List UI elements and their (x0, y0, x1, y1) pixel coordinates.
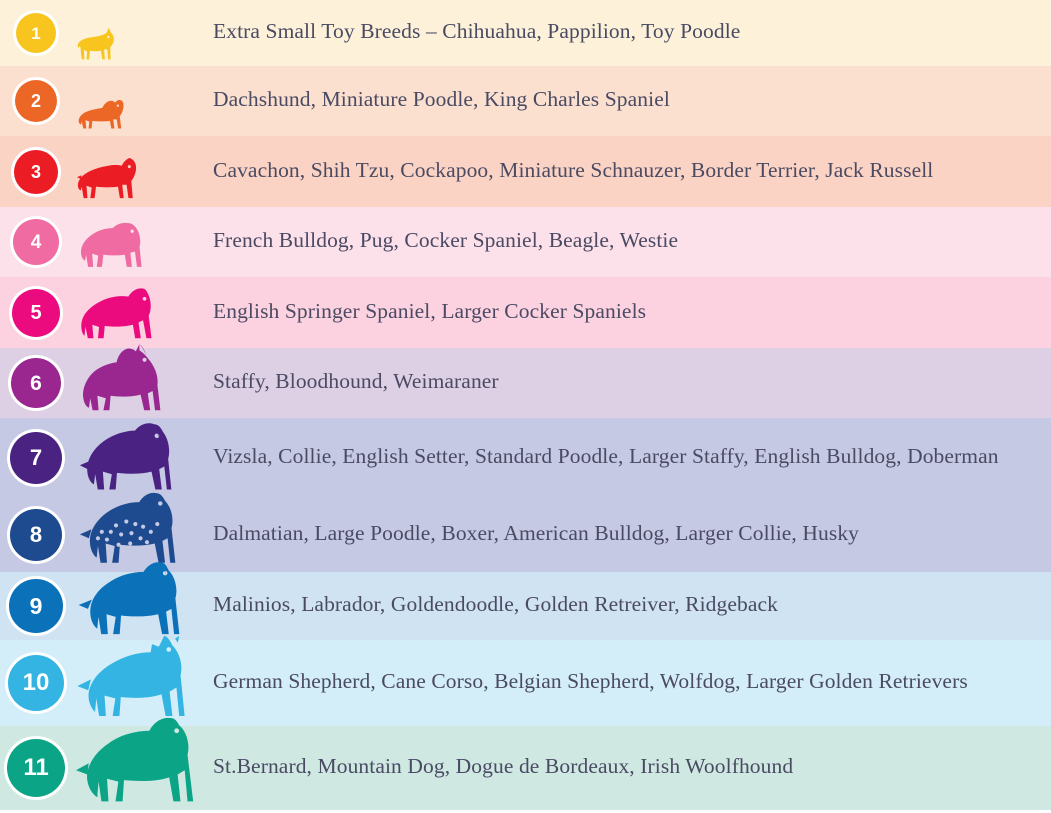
german-shepherd-silhouette (77, 635, 185, 717)
breed-list-label: Extra Small Toy Breeds – Chihuahua, Papp… (213, 19, 741, 43)
row-band (0, 348, 1051, 418)
saint-bernard-silhouette (76, 717, 194, 802)
rank-badge-number: 2 (15, 80, 57, 122)
size-row: 7 Vizsla, Collie, English Setter, Standar… (0, 418, 1051, 498)
dachshund-silhouette (78, 100, 124, 129)
rank-badge[interactable]: 11 (4, 736, 68, 800)
size-row: 11 St.Bernard, Mountain Dog, Dogue de Bor… (0, 717, 1051, 810)
breed-list-label: Vizsla, Collie, English Setter, Standard… (213, 444, 999, 468)
rank-badge-number: 10 (8, 655, 64, 711)
terrier-silhouette (76, 158, 137, 199)
rank-badge[interactable]: 2 (12, 77, 60, 125)
rank-badge-number: 1 (16, 13, 56, 53)
row-band (0, 277, 1051, 348)
rank-badge[interactable]: 5 (9, 285, 63, 340)
breed-list-label: Malinios, Labrador, Goldendoodle, Golden… (213, 592, 779, 616)
labrador-silhouette (78, 562, 180, 635)
row-band (0, 418, 1051, 498)
rank-badge-number: 5 (12, 288, 60, 337)
chihuahua-silhouette (77, 27, 114, 60)
breed-list-label: Dalmatian, Large Poodle, Boxer, American… (213, 521, 860, 545)
row-band (0, 136, 1051, 207)
rank-badge[interactable]: 3 (11, 146, 61, 197)
rank-badge[interactable]: 8 (7, 506, 65, 564)
rank-badge-number: 8 (10, 509, 62, 561)
breed-list-label: English Springer Spaniel, Larger Cocker … (213, 298, 647, 323)
size-row: 10 German Shepherd, Cane Corso, Belgian S… (0, 635, 1051, 726)
breed-list-label: German Shepherd, Cane Corso, Belgian She… (213, 669, 968, 693)
rank-badge-number: 4 (13, 219, 59, 265)
rank-badge-number: 7 (10, 432, 62, 484)
rank-badge[interactable]: 7 (7, 429, 65, 487)
row-band (0, 0, 1051, 66)
breed-list-label: French Bulldog, Pug, Cocker Spaniel, Bea… (213, 228, 679, 252)
rank-badge[interactable]: 9 (6, 576, 66, 636)
size-row: 8 Dalmatian, Large Poodle, Boxer, America… (0, 492, 1051, 572)
rank-badge[interactable]: 4 (10, 216, 62, 268)
row-band (0, 207, 1051, 277)
row-band (0, 498, 1051, 572)
breed-list-label: Dachshund, Miniature Poodle, King Charle… (213, 87, 670, 111)
size-row: 9 Malinios, Labrador, Goldendoodle, Golde… (0, 562, 1051, 640)
rank-badge-number: 9 (9, 579, 63, 633)
rank-badge-number: 11 (7, 739, 65, 797)
breed-list-label: Staffy, Bloodhound, Weimaraner (213, 369, 499, 393)
size-row: 6 Staffy, Bloodhound, Weimaraner (0, 344, 1051, 418)
boxer-silhouette (79, 423, 172, 490)
rank-badge-number: 3 (14, 149, 58, 194)
rank-badge[interactable]: 10 (5, 652, 67, 714)
size-row: 2 Dachshund, Miniature Poodle, King Charl… (0, 66, 1051, 136)
size-row: 5 English Springer Spaniel, Larger Cocker… (0, 277, 1051, 348)
weimaraner-silhouette (83, 344, 161, 411)
breed-list-label: St.Bernard, Mountain Dog, Dogue de Borde… (213, 754, 794, 778)
size-row: 1 Extra Small Toy Breeds – Chihuahua, Pap… (0, 0, 1051, 66)
rank-badge[interactable]: 6 (8, 355, 64, 411)
size-row: 3 Cavachon, Shih Tzu, Cockapoo, Miniature… (0, 136, 1051, 207)
row-band (0, 66, 1051, 136)
rank-badge-number: 6 (11, 358, 61, 408)
breed-list-label: Cavachon, Shih Tzu, Cockapoo, Miniature … (213, 157, 934, 182)
bulldog-silhouette (80, 222, 142, 267)
rank-badge[interactable]: 1 (13, 10, 59, 56)
size-row: 4 French Bulldog, Pug, Cocker Spaniel, Be… (0, 207, 1051, 277)
spaniel-silhouette (81, 288, 152, 339)
dalmatian-silhouette (79, 492, 176, 563)
